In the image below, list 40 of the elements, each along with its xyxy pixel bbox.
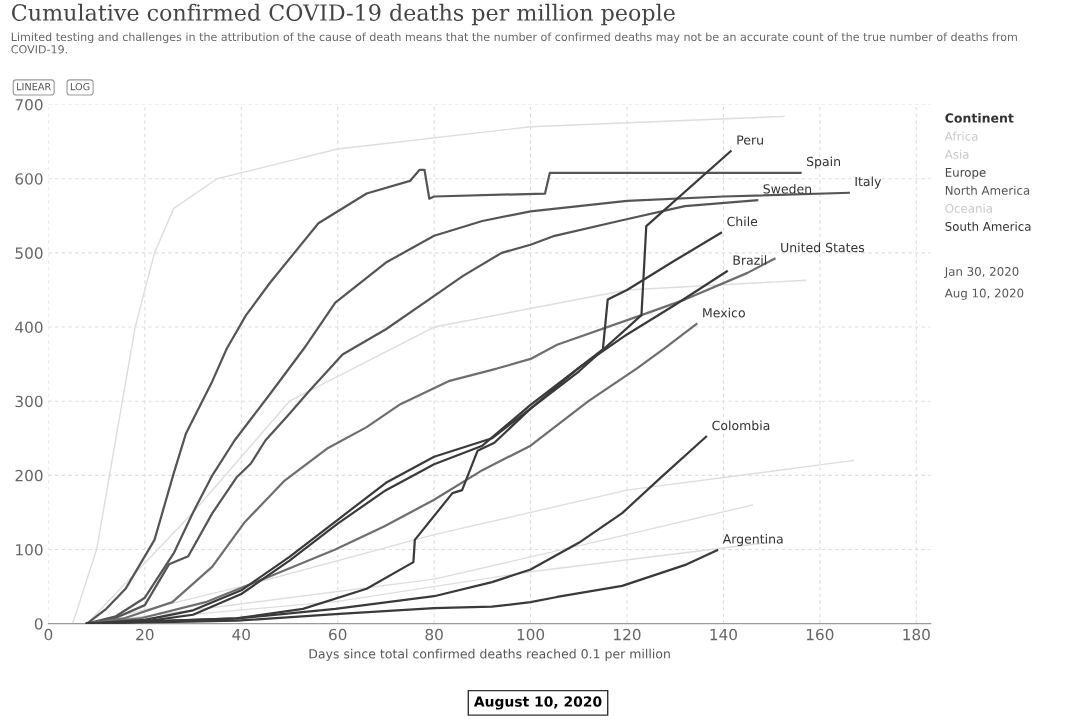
chart-title: Cumulative confirmed COVID-19 deaths per million people <box>12 3 675 26</box>
series-label: Peru <box>737 135 763 145</box>
x-tick-label: 40 <box>232 628 250 641</box>
x-tick-label: 20 <box>136 628 154 641</box>
text: LOG <box>70 82 90 91</box>
y-tick-label: 200 <box>15 469 43 482</box>
series-label: Colombia <box>712 420 770 431</box>
x-tick-label: 160 <box>806 628 834 641</box>
y-tick-label: 600 <box>15 173 43 185</box>
x-axis-title: Days since total confirmed deaths reached 0.1 per million <box>309 648 670 661</box>
x-tick-label: 120 <box>614 628 641 641</box>
x-tick-label: 0 <box>44 628 53 641</box>
y-tick-label: 300 <box>15 395 43 408</box>
x-tick-label: 60 <box>329 628 347 641</box>
x-tick-label: 180 <box>903 628 930 641</box>
text: LINEAR <box>17 83 51 91</box>
x-tick-label: 80 <box>425 628 443 641</box>
series-label: Sweden <box>763 183 812 194</box>
x-tick-label: 140 <box>710 628 737 641</box>
chart-subtitle: Limited testing and challenges in the attribution of the cause of death means that the number of confirmed deaths may not be an accurate count of the true number of deaths from COVID-19. <box>11 32 1017 54</box>
text: Europe <box>945 168 986 180</box>
y-tick-label: 100 <box>16 543 43 556</box>
text: Aug 10, 2020 <box>944 288 1024 300</box>
series-label: Brazil <box>733 255 767 265</box>
series-label: Chile <box>727 216 758 227</box>
text: North America <box>945 185 1030 195</box>
y-tick-label: 700 <box>15 99 43 111</box>
text: August 10, 2020 <box>473 696 602 710</box>
series-label: United States <box>781 242 865 253</box>
series-label: Argentina <box>722 533 783 547</box>
y-tick-label: 500 <box>15 247 43 259</box>
x-tick-label: 100 <box>517 628 545 641</box>
series-label: Mexico <box>703 307 745 318</box>
series-label: Spain <box>806 156 840 169</box>
legend-title: Continent <box>945 113 1014 123</box>
y-tick-label: 400 <box>15 321 43 334</box>
text: South America <box>945 221 1031 231</box>
text: Jan 30, 2020 <box>944 266 1019 279</box>
y-tick-label: 0 <box>34 618 43 630</box>
series-label: Italy <box>855 176 882 189</box>
